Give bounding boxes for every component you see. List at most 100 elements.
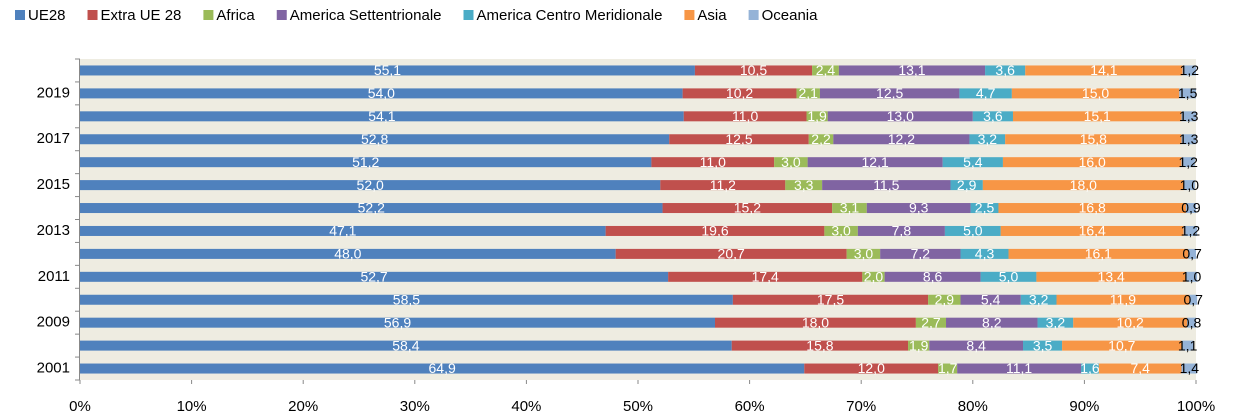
data-label: 18,0 xyxy=(802,314,829,330)
bar-segment xyxy=(827,111,973,122)
data-label: 15,8 xyxy=(806,337,833,353)
bar-segment xyxy=(1179,88,1196,99)
data-label: 7,4 xyxy=(1130,360,1150,376)
bar-segment xyxy=(80,157,652,168)
bar-segment xyxy=(1023,340,1063,351)
data-label: 58,4 xyxy=(392,337,419,353)
bar-segment xyxy=(715,317,916,328)
legend-swatch xyxy=(15,10,25,20)
data-label: 2,9 xyxy=(957,177,977,193)
data-label: 12,0 xyxy=(858,360,885,376)
data-label: 8,4 xyxy=(966,337,986,353)
bar-segment xyxy=(857,225,945,236)
x-tick-label: 60% xyxy=(735,398,765,415)
legend-label: Africa xyxy=(216,7,255,24)
bar-segment xyxy=(972,111,1013,122)
data-label: 17,5 xyxy=(817,291,844,307)
data-label: 18,0 xyxy=(1070,177,1097,193)
bar-segment xyxy=(682,88,797,99)
x-tick-label: 10% xyxy=(177,398,207,415)
legend-swatch xyxy=(684,10,695,20)
data-label: 54,0 xyxy=(368,85,395,101)
data-label: 7,8 xyxy=(892,223,912,239)
data-label: 0,9 xyxy=(1181,200,1201,216)
bar-segment xyxy=(669,134,809,145)
bar-segment xyxy=(80,294,733,305)
bar-segment xyxy=(819,88,960,99)
data-label: 11,2 xyxy=(710,177,736,193)
bar-segment xyxy=(804,363,939,374)
bar-segment xyxy=(1181,363,1198,374)
bar-segment xyxy=(824,225,858,236)
bar-segment xyxy=(683,111,807,122)
bar-segment xyxy=(812,65,839,76)
data-label: 64,9 xyxy=(429,360,456,376)
bar-segment xyxy=(80,248,616,259)
data-label: 5,4 xyxy=(981,291,1001,307)
legend-swatch xyxy=(276,10,287,20)
data-label: 2,7 xyxy=(921,314,941,330)
x-tick-label: 70% xyxy=(846,398,876,415)
data-label: 1,4 xyxy=(1180,360,1200,376)
bar-segment xyxy=(1187,317,1196,328)
data-label: 10,7 xyxy=(1108,337,1135,353)
legend-label: Asia xyxy=(697,7,727,24)
data-label: 2,9 xyxy=(935,291,955,307)
data-label: 48,0 xyxy=(334,246,361,262)
bar-segment xyxy=(660,180,786,191)
x-tick-label: 90% xyxy=(1069,398,1099,415)
data-label: 20,7 xyxy=(718,246,745,262)
data-label: 1,5 xyxy=(1178,85,1198,101)
bar-segment xyxy=(1183,225,1198,236)
bar-segment xyxy=(1181,157,1195,168)
data-label: 3,2 xyxy=(1029,291,1049,307)
data-label: 47,1 xyxy=(329,223,356,239)
y-tick-label: 2009 xyxy=(37,314,70,331)
bar-segment xyxy=(915,317,947,328)
data-label: 15,8 xyxy=(1080,131,1107,147)
x-tick-label: 80% xyxy=(958,398,988,415)
bar-segment xyxy=(832,203,867,214)
bar-segment xyxy=(668,271,863,282)
data-label: 5,0 xyxy=(999,269,1019,285)
bar-segment xyxy=(80,203,663,214)
data-label: 4,7 xyxy=(976,85,996,101)
bar-segment xyxy=(960,248,1009,259)
bar-segment xyxy=(928,294,961,305)
bar-segment xyxy=(1005,134,1182,145)
data-label: 52,2 xyxy=(358,200,385,216)
legend-swatch xyxy=(748,10,759,20)
bar-segment xyxy=(862,271,885,282)
y-tick-label: 2011 xyxy=(38,268,70,285)
bar-segment xyxy=(950,180,983,191)
x-tick-label: 50% xyxy=(623,398,653,415)
y-tick-label: 2001 xyxy=(37,360,70,377)
bar-segment xyxy=(80,317,716,328)
x-tick-label: 20% xyxy=(288,398,318,415)
bar-segment xyxy=(615,248,847,259)
data-label: 3,2 xyxy=(1046,314,1066,330)
bar-segment xyxy=(908,340,930,351)
data-label: 58,5 xyxy=(393,291,420,307)
bar-segment xyxy=(1062,340,1182,351)
data-label: 52,0 xyxy=(357,177,384,193)
bar-segment xyxy=(605,225,825,236)
bar-segment xyxy=(1182,65,1196,76)
bar-segment xyxy=(80,363,805,374)
bar-segment xyxy=(785,180,823,191)
bar-segment xyxy=(985,65,1026,76)
bar-segment xyxy=(1081,363,1099,374)
y-tick-label: 2019 xyxy=(37,84,70,101)
bar-segment xyxy=(1185,203,1196,214)
legend-label: America Settentrionale xyxy=(290,7,442,24)
bar-segment xyxy=(998,203,1186,214)
bar-segment xyxy=(1020,294,1057,305)
data-label: 1,0 xyxy=(1180,177,1200,193)
data-label: 11,0 xyxy=(732,108,758,124)
data-label: 1,9 xyxy=(807,108,827,124)
data-label: 16,8 xyxy=(1079,200,1106,216)
bar-segment xyxy=(970,203,999,214)
data-label: 12,1 xyxy=(862,154,889,170)
bar-segment xyxy=(942,157,1003,168)
